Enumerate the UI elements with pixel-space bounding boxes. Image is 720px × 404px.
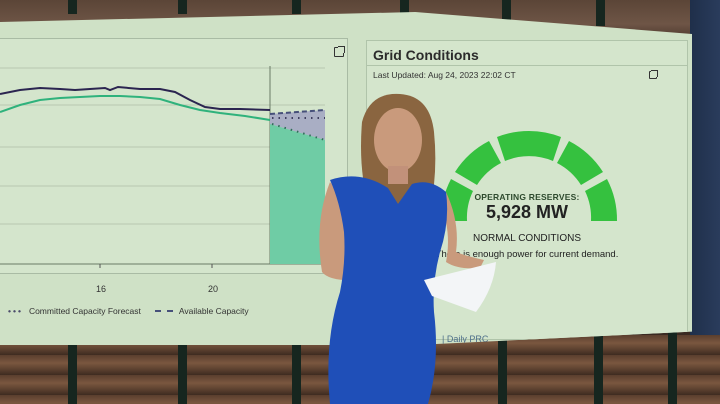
capacity-chart: 16 20 bbox=[0, 62, 330, 294]
external-link-icon[interactable] bbox=[334, 46, 345, 57]
grid-status: NORMAL CONDITIONS bbox=[473, 233, 581, 244]
wall-post bbox=[68, 0, 77, 14]
presenter bbox=[319, 93, 496, 404]
last-updated: Last Updated: Aug 24, 2023 22:02 CT bbox=[373, 70, 516, 80]
daily-prc-link[interactable]: | Daily PRC bbox=[442, 334, 489, 344]
wall-post bbox=[596, 0, 605, 26]
x-tick-16: 16 bbox=[96, 284, 107, 294]
divider bbox=[367, 65, 687, 66]
chart-legend: ••• Committed Capacity Forecast Availabl… bbox=[8, 306, 249, 316]
dotted-line-icon: ••• bbox=[8, 306, 23, 316]
legend-available-capacity[interactable]: Available Capacity bbox=[178, 306, 249, 316]
panel-title: Grid Conditions bbox=[373, 47, 479, 63]
wall-post bbox=[594, 336, 603, 404]
wall-post bbox=[292, 345, 301, 404]
external-link-icon[interactable] bbox=[649, 70, 658, 79]
dashed-line-icon bbox=[154, 310, 173, 312]
operating-reserves-label: OPERATING RESERVES: bbox=[474, 192, 580, 202]
legend-committed-capacity[interactable]: Committed Capacity Forecast bbox=[28, 306, 141, 316]
wall-post bbox=[502, 0, 511, 22]
chart-svg bbox=[0, 66, 326, 268]
grid-status-description: There is enough power for current demand… bbox=[435, 249, 619, 260]
wall-post bbox=[498, 340, 507, 404]
wall-post bbox=[178, 345, 187, 404]
x-tick-20: 20 bbox=[208, 284, 219, 294]
wall-post bbox=[68, 345, 77, 404]
operating-reserves-value: 5,928 MW bbox=[485, 202, 569, 222]
wall-post bbox=[292, 0, 301, 14]
wall-post bbox=[668, 325, 677, 404]
wall-post bbox=[400, 0, 409, 16]
display-screen: 16 20 ••• Committed Capacity Forecast Av… bbox=[0, 12, 692, 345]
wall-post bbox=[178, 0, 187, 14]
